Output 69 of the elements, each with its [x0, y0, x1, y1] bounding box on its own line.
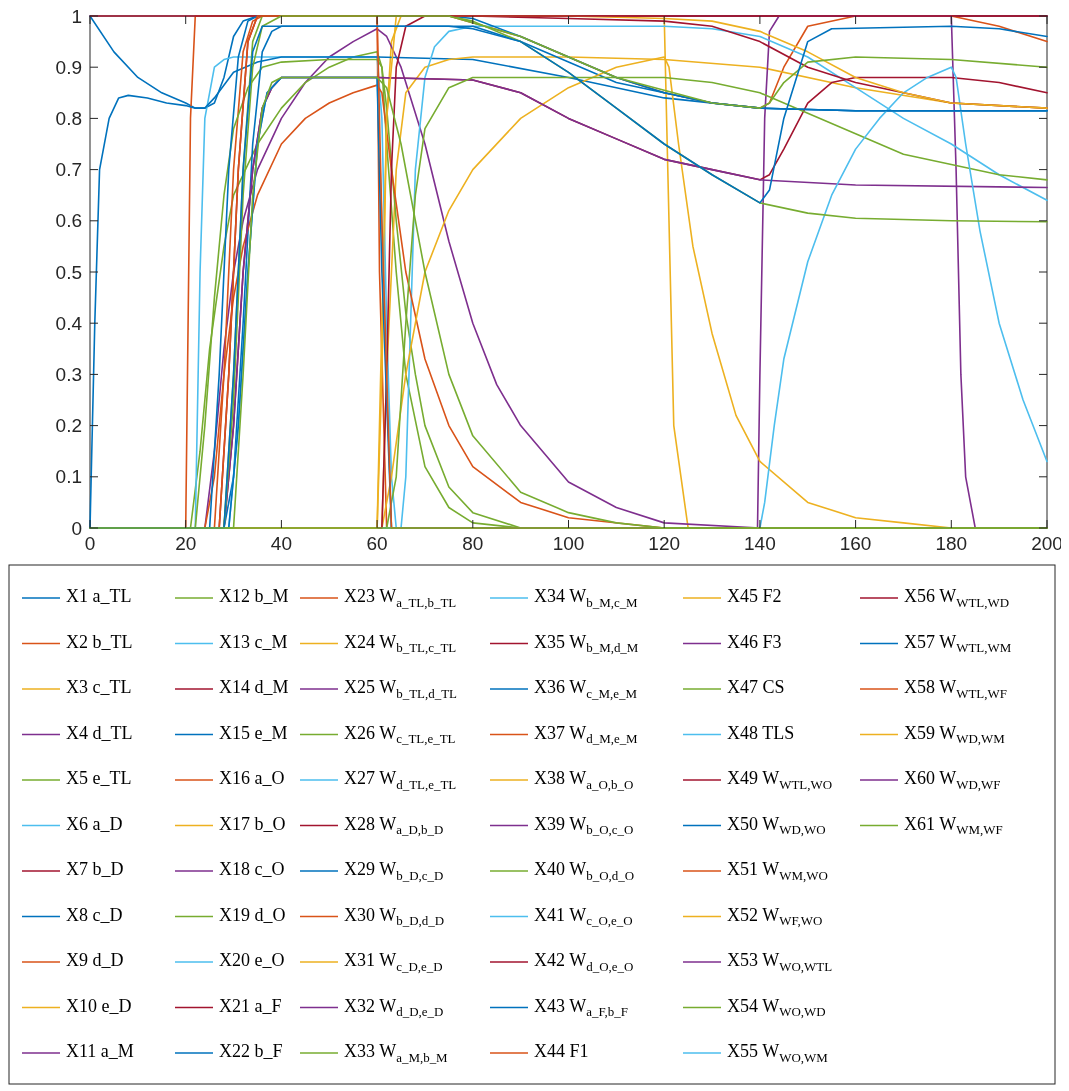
legend-label: X13 c_M: [219, 631, 288, 652]
legend-label: X7 b_D: [66, 859, 124, 880]
legend-label: X23 W$_{a_TL,b_TL}$: [344, 586, 457, 610]
legend-label: X41 W$_{c_O,e_O}$: [534, 904, 633, 929]
x-tick-label: 80: [462, 533, 484, 554]
x-tick-label: 100: [552, 533, 585, 554]
legend-label: X19 d_O: [219, 904, 286, 925]
x-tick-label: 20: [175, 533, 197, 554]
legend-label: X38 W$_{a_O,b_O}$: [534, 768, 634, 792]
legend-label: X5 e_TL: [66, 768, 132, 789]
legend-label: X10 e_D: [66, 995, 132, 1016]
legend-label: X9 d_D: [66, 950, 124, 971]
legend-label: X8 c_D: [66, 904, 123, 925]
legend-label: X14 d_M: [219, 677, 289, 698]
y-tick-label: 0.5: [55, 261, 82, 283]
legend-label: X33 W$_{a_M,b_M}$: [344, 1041, 449, 1065]
legend-label: X32 W$_{d_D,e_D}$: [344, 995, 444, 1020]
legend-label: X3 c_TL: [66, 677, 132, 698]
legend-label: X39 W$_{b_O,c_O}$: [534, 813, 634, 838]
legend-label: X20 e_O: [219, 950, 285, 971]
legend-label: X48 TLS: [727, 722, 795, 743]
legend-label: X42 W$_{d_O,e_O}$: [534, 950, 634, 974]
legend-label: X11 a_M: [66, 1041, 134, 1062]
x-tick-label: 40: [270, 533, 292, 554]
legend-label: X29 W$_{b_D,c_D}$: [344, 859, 444, 883]
legend-label: X45 F2: [727, 586, 782, 607]
y-tick-label: 0.7: [55, 159, 82, 181]
x-tick-label: 120: [648, 533, 681, 554]
legend-label: X34 W$_{b_M,c_M}$: [534, 586, 639, 610]
y-tick-label: 0.4: [55, 312, 83, 334]
legend-label: X15 e_M: [219, 722, 288, 743]
legend-label: X37 W$_{d_M,e_M}$: [534, 722, 639, 747]
y-tick-label: 0.6: [55, 210, 82, 232]
x-tick-label: 0: [84, 533, 96, 554]
legend-label: X22 b_F: [219, 1041, 283, 1062]
legend-label: X43 W$_{a_F,b_F}$: [534, 995, 628, 1020]
legend-label: X46 F3: [727, 631, 782, 652]
y-tick-label: 0: [71, 517, 82, 539]
legend-label: X26 W$_{c_TL,e_TL}$: [344, 722, 456, 747]
legend-label: X21 a_F: [219, 995, 282, 1016]
x-tick-label: 60: [366, 533, 388, 554]
x-tick-label: 160: [839, 533, 872, 554]
legend-label: X40 W$_{b_O,d_O}$: [534, 859, 635, 883]
y-tick-label: 0.9: [55, 56, 82, 78]
y-tick-label: 0.1: [55, 466, 82, 488]
legend-label: X36 W$_{c_M,e_M}$: [534, 677, 638, 701]
legend-label: X47 CS: [727, 677, 785, 698]
legend-label: X12 b_M: [219, 586, 289, 607]
legend-label: X28 W$_{a_D,b_D}$: [344, 813, 444, 838]
legend-label: X35 W$_{b_M,d_M}$: [534, 631, 639, 656]
x-tick-label: 140: [744, 533, 776, 554]
legend-label: X1 a_TL: [66, 586, 132, 607]
x-tick-label: 180: [935, 533, 968, 554]
legend-label: X44 F1: [534, 1041, 589, 1062]
y-tick-label: 0.2: [55, 415, 82, 437]
legend-label: X18 c_O: [219, 859, 285, 880]
legend-label: X31 W$_{c_D,e_D}$: [344, 950, 443, 974]
legend-label: X17 b_O: [219, 813, 286, 834]
y-tick-label: 0.8: [55, 108, 82, 130]
legend-label: X6 a_D: [66, 813, 123, 834]
legend-label: X27 W$_{d_TL,e_TL}$: [344, 768, 457, 792]
legend-label: X24 W$_{b_TL,c_TL}$: [344, 631, 457, 656]
legend-label: X30 W$_{b_D,d_D}$: [344, 904, 445, 929]
legend-label: X4 d_TL: [66, 722, 133, 743]
y-tick-label: 0.3: [55, 364, 82, 386]
legend-label: X16 a_O: [219, 768, 285, 789]
y-tick-label: 1: [71, 5, 82, 27]
legend-label: X2 b_TL: [66, 631, 133, 652]
legend-label: X25 W$_{b_TL,d_TL}$: [344, 677, 458, 701]
